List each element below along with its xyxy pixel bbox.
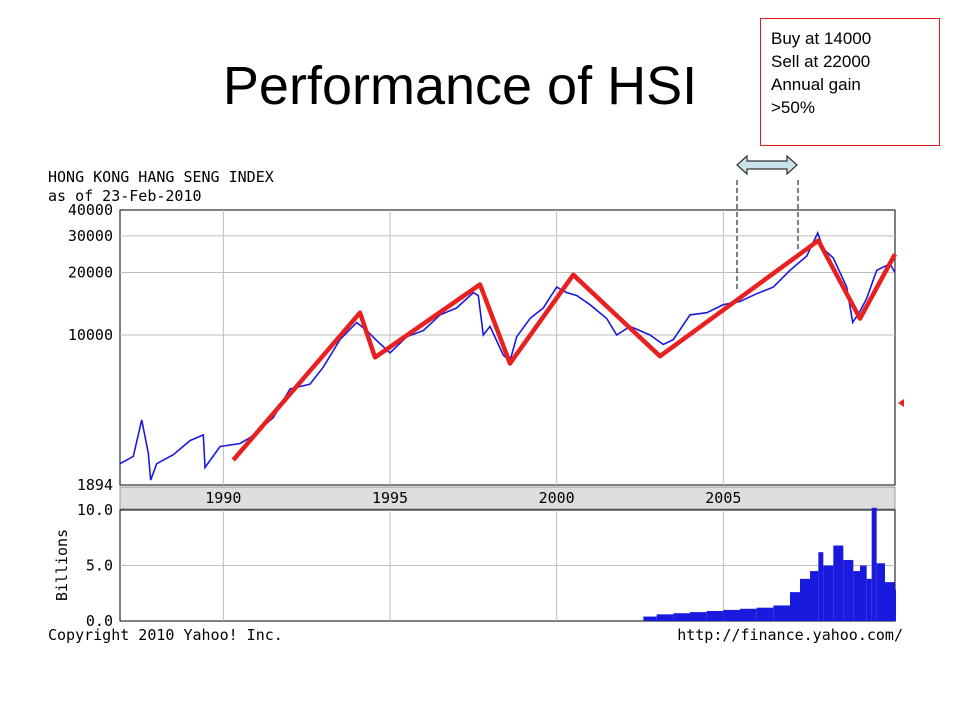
- label-layer: HONG KONG HANG SENG INDEX as of 23-Feb-2…: [48, 168, 903, 644]
- y-tick-label: 30000: [68, 227, 113, 245]
- volume-bar: [866, 578, 872, 621]
- volume-bar: [823, 565, 834, 621]
- volume-bar: [643, 616, 657, 621]
- footer-url: http://finance.yahoo.com/: [677, 626, 903, 644]
- annotation-callout: Buy at 14000 Sell at 22000 Annual gain >…: [760, 18, 940, 146]
- volume-bar: [723, 609, 740, 621]
- volume-layer: [643, 507, 896, 621]
- volume-bar: [818, 552, 824, 621]
- volume-tick-label: 5.0: [86, 557, 113, 575]
- volume-bar: [895, 589, 896, 621]
- y-tick-label: 10000: [68, 326, 113, 344]
- y-tick-label: 40000: [68, 201, 113, 219]
- grid-layer: [120, 210, 895, 621]
- volume-bar: [690, 612, 707, 621]
- annotation-layer: [736, 154, 904, 407]
- x-tick-label: 2005: [705, 489, 741, 507]
- chart-subtitle: as of 23-Feb-2010: [48, 187, 202, 205]
- volume-axis-label: Billions: [53, 529, 71, 601]
- volume-bar: [756, 607, 774, 621]
- volume-bar: [790, 592, 800, 621]
- volume-bar: [876, 563, 885, 621]
- callout-gain-value: >50%: [771, 98, 815, 117]
- volume-bar: [810, 571, 819, 621]
- x-tick-label: 1995: [372, 489, 408, 507]
- volume-bar: [853, 571, 860, 621]
- footer-copyright: Copyright 2010 Yahoo! Inc.: [48, 626, 283, 644]
- volume-tick-label: 10.0: [77, 501, 113, 519]
- arrow-marker-icon: [898, 399, 904, 407]
- slide-title: Performance of HSI: [222, 56, 698, 116]
- x-tick-label: 1990: [205, 489, 241, 507]
- volume-bar: [800, 578, 810, 621]
- callout-sell-line: Sell at 22000: [771, 52, 871, 71]
- volume-bar: [885, 582, 895, 621]
- volume-bar: [773, 605, 790, 621]
- callout-gain-line: Annual gain: [771, 75, 861, 94]
- volume-bar: [656, 614, 674, 621]
- chart-title: HONG KONG HANG SENG INDEX: [48, 168, 274, 186]
- volume-bar: [833, 545, 844, 621]
- double-arrow-icon: [736, 154, 798, 176]
- x-tick-label: 2000: [539, 489, 575, 507]
- trend-layer: [231, 238, 897, 462]
- volume-tick-label: 0.0: [86, 612, 113, 630]
- volume-bar: [740, 608, 757, 621]
- volume-bar: [673, 613, 690, 621]
- y-tick-label: 1894: [77, 476, 113, 494]
- volume-bar: [871, 507, 877, 621]
- callout-buy-line: Buy at 14000: [771, 29, 872, 48]
- y-tick-label: 20000: [68, 263, 113, 281]
- volume-bar: [843, 559, 854, 621]
- trend-overlay-line: [231, 238, 897, 462]
- volume-bar: [706, 611, 724, 621]
- volume-bar: [860, 565, 867, 621]
